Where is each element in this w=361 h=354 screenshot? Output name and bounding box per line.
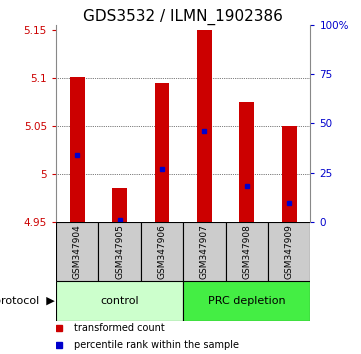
Text: transformed count: transformed count	[74, 323, 165, 333]
Bar	[56, 281, 183, 321]
Bar	[183, 281, 310, 321]
Bar	[70, 77, 84, 222]
Text: control: control	[100, 296, 139, 306]
Bar	[197, 30, 212, 222]
Bar	[183, 222, 226, 281]
Bar	[239, 102, 254, 222]
Bar	[282, 126, 297, 222]
Text: GSM347904: GSM347904	[73, 224, 82, 279]
Bar	[112, 188, 127, 222]
Text: GSM347908: GSM347908	[242, 224, 251, 279]
Bar	[98, 222, 141, 281]
Text: GSM347905: GSM347905	[115, 224, 124, 279]
Title: GDS3532 / ILMN_1902386: GDS3532 / ILMN_1902386	[83, 8, 283, 25]
Text: percentile rank within the sample: percentile rank within the sample	[74, 339, 239, 349]
Text: PRC depletion: PRC depletion	[208, 296, 286, 306]
Bar	[226, 222, 268, 281]
Text: GSM347907: GSM347907	[200, 224, 209, 279]
Bar	[141, 222, 183, 281]
Text: GSM347906: GSM347906	[157, 224, 166, 279]
Text: GSM347909: GSM347909	[285, 224, 294, 279]
Text: protocol  ▶: protocol ▶	[0, 296, 55, 306]
Bar	[56, 222, 98, 281]
Bar	[155, 82, 169, 222]
Bar	[268, 222, 310, 281]
